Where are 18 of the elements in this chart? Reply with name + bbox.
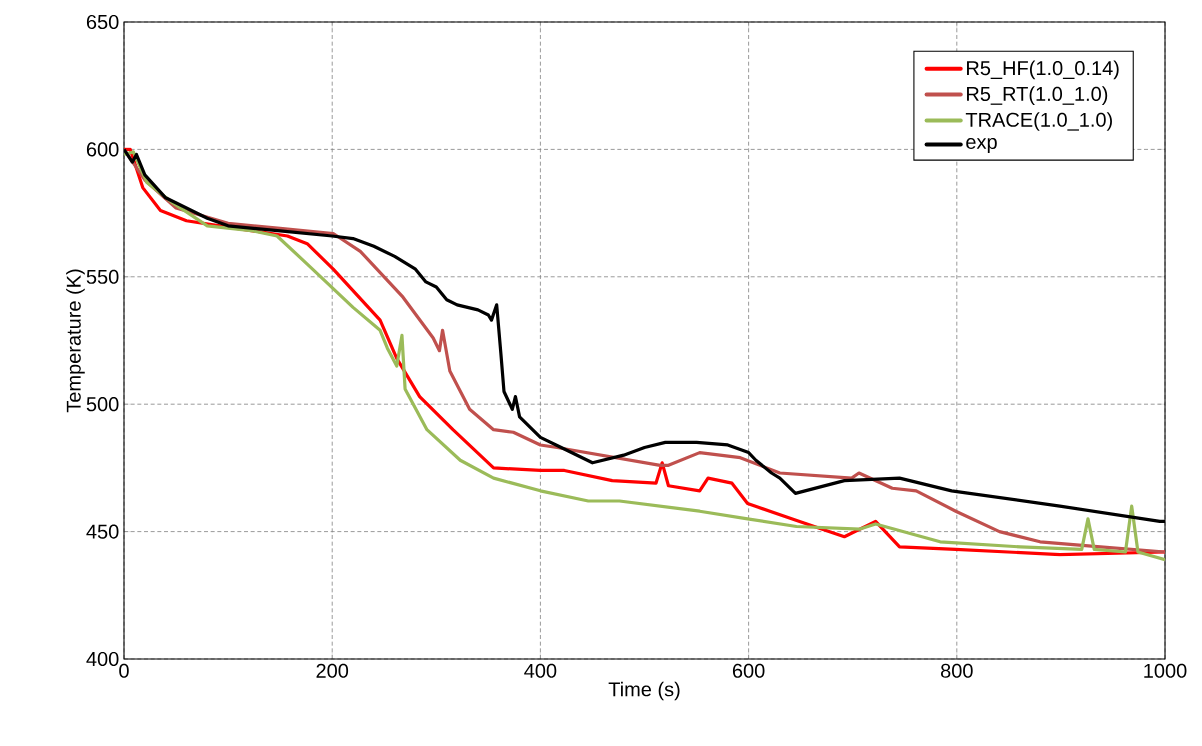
y-axis-title: Temperature (K) xyxy=(66,269,85,413)
y-tick-label: 450 xyxy=(86,524,119,539)
y-tick-label: 650 xyxy=(86,14,119,30)
y-tick-label: 550 xyxy=(86,269,119,284)
x-tick-label: 400 xyxy=(524,663,557,678)
x-tick-label: 800 xyxy=(941,663,973,678)
y-tick-label: 400 xyxy=(86,651,119,667)
x-axis-title: Time (s) xyxy=(608,681,680,701)
x-tick-label: 1000 xyxy=(1144,663,1187,678)
legend-label: R5_RT(1.0_1.0) xyxy=(967,86,1108,105)
legend-label: exp xyxy=(966,138,997,153)
x-tick-label: 200 xyxy=(316,663,349,678)
y-tick-label: 600 xyxy=(86,142,119,157)
y-tick-label: 500 xyxy=(86,397,119,412)
legend-label: TRACE(1.0_1.0) xyxy=(965,112,1112,131)
legend-label: R5_HF(1.0_0.14) xyxy=(967,60,1119,80)
x-tick-label: 600 xyxy=(732,663,765,678)
x-tick-label: 0 xyxy=(119,663,129,678)
